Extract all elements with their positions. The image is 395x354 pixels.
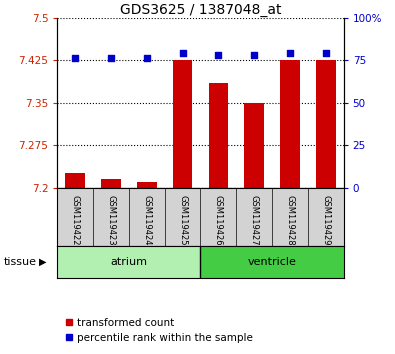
Point	[215, 52, 222, 58]
Bar	[137, 182, 156, 188]
Text: atrium: atrium	[110, 257, 147, 267]
Point	[72, 56, 78, 61]
Title: GDS3625 / 1387048_at: GDS3625 / 1387048_at	[120, 3, 281, 17]
Point	[144, 56, 150, 61]
Text: tissue: tissue	[4, 257, 37, 267]
Point	[287, 51, 293, 56]
Bar	[209, 83, 228, 188]
Text: GSM119423: GSM119423	[107, 195, 115, 245]
Bar	[173, 60, 192, 188]
Text: GSM119429: GSM119429	[321, 195, 330, 245]
Text: GSM119424: GSM119424	[142, 195, 151, 245]
Bar	[65, 173, 85, 188]
Text: ▶: ▶	[39, 257, 46, 267]
Point	[323, 51, 329, 56]
Text: ventricle: ventricle	[248, 257, 297, 267]
Text: GSM119425: GSM119425	[178, 195, 187, 245]
Text: GSM119422: GSM119422	[71, 195, 80, 245]
Bar	[316, 60, 336, 188]
Bar	[280, 60, 300, 188]
Bar	[245, 103, 264, 188]
Text: GSM119428: GSM119428	[286, 195, 294, 245]
Bar	[201, 246, 344, 278]
Bar	[101, 179, 121, 188]
Text: GSM119426: GSM119426	[214, 195, 223, 245]
Point	[108, 56, 114, 61]
Point	[251, 52, 257, 58]
Bar	[57, 246, 201, 278]
Text: GSM119427: GSM119427	[250, 195, 259, 245]
Legend: transformed count, percentile rank within the sample: transformed count, percentile rank withi…	[60, 314, 257, 347]
Point	[179, 51, 186, 56]
